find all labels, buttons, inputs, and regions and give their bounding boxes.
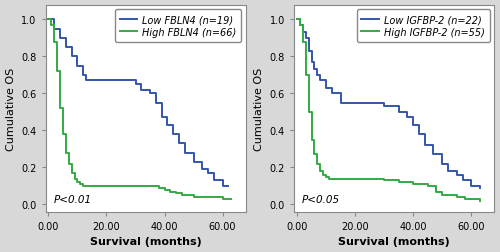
Y-axis label: Cumulative OS: Cumulative OS: [6, 67, 16, 150]
X-axis label: Survival (months): Survival (months): [90, 237, 202, 246]
Text: P<0.05: P<0.05: [302, 194, 341, 204]
Text: P<0.01: P<0.01: [54, 194, 92, 204]
Legend: Low IGFBP-2 (n=22), High IGFBP-2 (n=55): Low IGFBP-2 (n=22), High IGFBP-2 (n=55): [356, 10, 490, 42]
X-axis label: Survival (months): Survival (months): [338, 237, 450, 246]
Legend: Low FBLN4 (n=19), High FBLN4 (n=66): Low FBLN4 (n=19), High FBLN4 (n=66): [114, 10, 241, 42]
Y-axis label: Cumulative OS: Cumulative OS: [254, 67, 264, 150]
